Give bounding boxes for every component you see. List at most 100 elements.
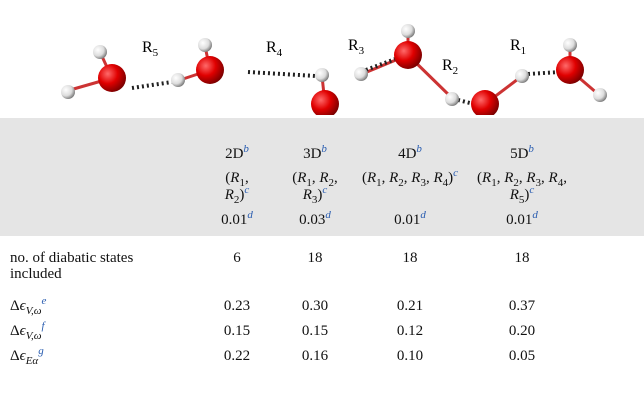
footnote-mark: b — [243, 143, 249, 155]
header-text: 3D — [303, 146, 321, 162]
threshold-value: 0.01 — [221, 212, 247, 228]
footnote-mark: c — [453, 167, 458, 179]
cell-value: 0.21 — [397, 298, 423, 315]
header-text: 2D — [225, 146, 243, 162]
coordinate: R1, — [367, 170, 385, 186]
value: 0.12 — [397, 323, 423, 339]
value: 0.15 — [302, 323, 328, 339]
row-label: ΔϵV,ωf — [10, 323, 45, 340]
column-header: 4Db — [398, 146, 422, 163]
value: 0.21 — [397, 298, 423, 314]
cell-value: 6 — [233, 250, 241, 267]
label-sub: 4 — [277, 47, 283, 59]
cell-value: 0.12 — [397, 323, 423, 340]
row-label: no. of diabatic states included — [10, 250, 185, 282]
value: 0.20 — [509, 323, 535, 339]
value: 0.37 — [509, 298, 535, 314]
threshold: 0.03d — [299, 212, 331, 229]
coordinates: (R1, R2)c — [214, 170, 260, 204]
separator: , — [426, 170, 430, 186]
value: 18 — [515, 250, 530, 266]
value: 0.10 — [397, 348, 423, 364]
label-sub: 5 — [153, 47, 159, 59]
coordinate-base: R — [510, 187, 519, 203]
threshold-value: 0.01 — [394, 212, 420, 228]
coordinate-base: R — [225, 187, 234, 203]
column-header: 2Db — [225, 146, 249, 163]
label-sub: V,ω — [26, 330, 42, 342]
footnote-mark: c — [529, 184, 534, 196]
label-base: R — [510, 37, 521, 54]
threshold: 0.01d — [394, 212, 426, 229]
coordinate-base: R — [504, 170, 513, 186]
coordinate-base: R — [389, 170, 398, 186]
footnote-mark: c — [244, 184, 249, 196]
coordinate: R1, — [482, 170, 500, 186]
bond-label: R5 — [142, 39, 159, 59]
separator: , — [382, 170, 386, 186]
delta: Δ — [10, 298, 20, 314]
footnote-mark: b — [321, 143, 327, 155]
coordinate-base: R — [297, 170, 306, 186]
cell-value: 0.15 — [224, 323, 250, 340]
separator: , — [334, 170, 338, 186]
value: 6 — [233, 250, 241, 266]
separator: , — [519, 170, 523, 186]
delta: Δ — [10, 323, 20, 339]
threshold: 0.01d — [221, 212, 253, 229]
value: 0.16 — [302, 348, 328, 364]
footnote-mark: d — [247, 209, 253, 221]
label-base: R — [142, 39, 153, 56]
footnote-mark: b — [528, 143, 534, 155]
separator: , — [497, 170, 501, 186]
cell-value: 18 — [515, 250, 530, 267]
coordinate: R4, — [549, 170, 567, 186]
header-text: 5D — [510, 146, 528, 162]
label-sub: Eα — [26, 355, 39, 367]
coordinates: (R1, R2, R3)c — [289, 170, 341, 204]
cell-value: 0.05 — [509, 348, 535, 365]
footnote-mark: d — [420, 209, 426, 221]
value: 0.15 — [224, 323, 250, 339]
cell-value: 0.37 — [509, 298, 535, 315]
coordinate: R4)c — [433, 170, 458, 186]
threshold: 0.01d — [506, 212, 538, 229]
cell-value: 18 — [403, 250, 418, 267]
value: 0.22 — [224, 348, 250, 364]
coordinate-base: R — [549, 170, 558, 186]
bond-label: R1 — [510, 37, 526, 57]
row-label-text: no. of diabatic states included — [10, 250, 133, 282]
bond-label: R4 — [266, 39, 283, 59]
value: 18 — [403, 250, 418, 266]
separator: , — [404, 170, 408, 186]
label-sub: 3 — [359, 45, 365, 57]
label-sub: 2 — [453, 65, 459, 77]
footnote-mark: g — [38, 345, 44, 357]
coordinate: R3)c — [303, 187, 328, 203]
label-base: R — [442, 57, 453, 74]
cell-value: 0.20 — [509, 323, 535, 340]
bond-label: R2 — [442, 57, 458, 77]
footnote-mark: c — [322, 184, 327, 196]
coordinates: (R1, R2, R3, R4)c — [354, 170, 466, 187]
coordinate: R3, — [411, 170, 429, 186]
coordinate: R1, — [297, 170, 315, 186]
cell-value: 0.10 — [397, 348, 423, 365]
page: R5R4R3R2R1 2Db3Db4Db5Db(R1, R2)c(R1, R2,… — [0, 0, 644, 405]
coordinate: R2, — [389, 170, 407, 186]
atoms — [61, 24, 607, 115]
footnote-mark: b — [416, 143, 422, 155]
coordinate-base: R — [433, 170, 442, 186]
value: 18 — [308, 250, 323, 266]
cell-value: 0.22 — [224, 348, 250, 365]
label-sub: 1 — [521, 45, 527, 57]
cell-value: 0.30 — [302, 298, 328, 315]
cell-value: 18 — [308, 250, 323, 267]
separator: , — [312, 170, 316, 186]
threshold-value: 0.03 — [299, 212, 325, 228]
value: 0.05 — [509, 348, 535, 364]
threshold-value: 0.01 — [506, 212, 532, 228]
cell-value: 0.23 — [224, 298, 250, 315]
separator: , — [541, 170, 545, 186]
